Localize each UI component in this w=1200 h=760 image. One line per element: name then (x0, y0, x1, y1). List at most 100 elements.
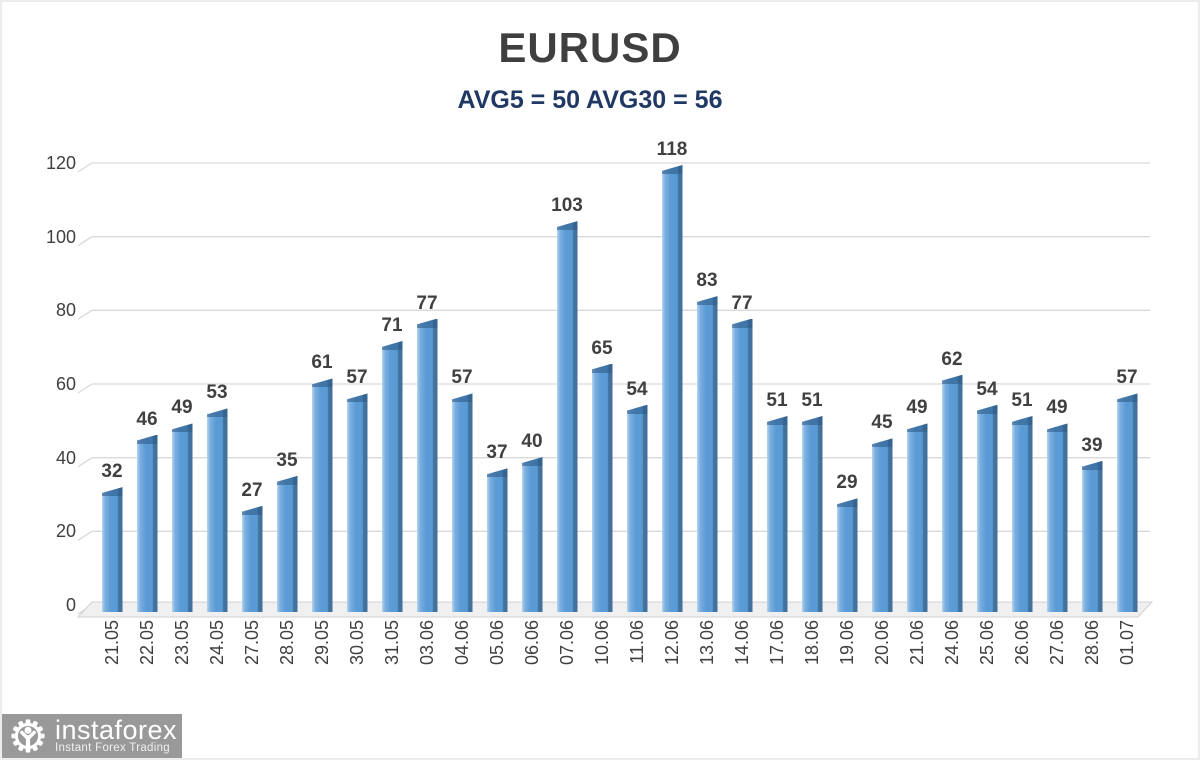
bar-value-label: 62 (941, 348, 963, 370)
bar-top-bevel (871, 438, 893, 448)
bar-30.05 (346, 393, 368, 612)
x-axis-category-label: 21.05 (102, 620, 122, 666)
bar-top-bevel (976, 404, 998, 414)
bar-value-label: 51 (801, 389, 823, 411)
bar-22.05 (136, 434, 158, 612)
x-axis-category-label: 27.06 (1047, 620, 1067, 666)
bar-value-label: 27 (241, 479, 263, 501)
bar-11.06 (626, 404, 648, 612)
x-axis-category-label: 27.05 (242, 620, 262, 666)
bar-top-bevel (1116, 393, 1138, 403)
bar-top-bevel (241, 505, 263, 515)
bar-top-bevel (906, 423, 928, 433)
x-axis-category-label: 19.06 (837, 620, 857, 666)
bar-10.06 (591, 363, 613, 612)
bar-top-bevel (941, 374, 963, 384)
x-axis-category-label: 23.05 (172, 620, 192, 666)
x-axis-category-label: 30.05 (347, 620, 367, 666)
y-axis-tick-label: 60 (55, 374, 76, 394)
bar-value-label: 35 (276, 449, 298, 471)
x-axis-category-label: 21.06 (907, 620, 927, 666)
bar-top-bevel (801, 415, 823, 425)
bar-top-bevel (311, 378, 333, 388)
bar-value-label: 77 (731, 292, 753, 314)
brand-name: instaforex (55, 714, 178, 745)
gridline (77, 309, 1150, 320)
gridline (77, 383, 1150, 394)
bar-value-label: 103 (551, 195, 583, 217)
gridline (77, 457, 1150, 468)
bar-value-label: 54 (976, 378, 998, 400)
x-axis-category-label: 29.05 (312, 620, 332, 666)
bar-top-bevel (171, 423, 193, 433)
bar-23.05 (171, 423, 193, 612)
bar-value-label: 45 (871, 412, 893, 434)
bar-value-label: 65 (591, 337, 613, 359)
bar-03.06 (416, 318, 438, 612)
bar-29.05 (311, 378, 333, 612)
bar-18.06 (801, 415, 823, 612)
bar-top-bevel (836, 498, 858, 508)
bar-24.05 (206, 408, 228, 612)
bar-top-bevel (276, 475, 298, 485)
bar-top-bevel (626, 404, 648, 414)
chart-title: EURUSD (498, 24, 682, 71)
bar-top-bevel (1011, 415, 1033, 425)
bar-28.06 (1081, 460, 1103, 612)
x-axis-category-label: 24.06 (942, 620, 962, 666)
bar-value-label: 83 (696, 270, 718, 292)
bar-value-label: 71 (381, 315, 403, 337)
x-axis-category-label: 14.06 (732, 620, 752, 666)
bar-value-label: 29 (836, 472, 858, 494)
bar-12.06 (661, 164, 683, 612)
bar-top-bevel (521, 457, 543, 467)
instaforex-watermark: instaforex Instant Forex Trading (2, 714, 182, 758)
bar-27.06 (1046, 423, 1068, 612)
x-axis-category-label: 12.06 (662, 620, 682, 666)
x-axis-category-label: 28.05 (277, 620, 297, 666)
bar-01.07 (1116, 393, 1138, 612)
bar-top-bevel (766, 415, 788, 425)
y-axis-tick-label: 40 (55, 447, 76, 468)
bar-14.06 (731, 318, 753, 612)
chart-subtitle: AVG5 = 50 AVG30 = 56 (457, 86, 723, 114)
bar-24.06 (941, 374, 963, 612)
bar-value-label: 51 (1011, 389, 1033, 411)
bar-value-label: 118 (656, 138, 688, 160)
bar-27.05 (241, 505, 263, 612)
bar-31.05 (381, 341, 403, 612)
bar-17.06 (766, 415, 788, 612)
instaforex-gear-logo-icon (11, 719, 45, 753)
x-axis-category-label: 06.06 (522, 620, 542, 666)
y-axis-tick-label: 120 (45, 153, 76, 173)
bar-21.06 (906, 423, 928, 612)
bar-top-bevel (556, 221, 578, 231)
bar-value-label: 57 (451, 367, 473, 389)
bar-06.06 (521, 457, 543, 612)
bar-19.06 (836, 498, 858, 612)
bar-value-label: 40 (521, 431, 543, 453)
bar-top-bevel (136, 434, 158, 444)
gridline (77, 530, 1150, 541)
bar-value-label: 57 (346, 367, 368, 389)
x-axis-category-label: 07.06 (557, 620, 577, 666)
bar-value-label: 53 (206, 382, 228, 404)
bar-20.06 (871, 438, 893, 612)
gridline (77, 162, 1150, 173)
bar-top-bevel (381, 341, 403, 351)
bar-05.06 (486, 468, 508, 612)
x-axis-category-label: 18.06 (802, 620, 822, 666)
bar-top-bevel (486, 468, 508, 478)
bar-top-bevel (1046, 423, 1068, 433)
bar-value-label: 51 (766, 389, 788, 411)
bar-13.06 (696, 296, 718, 612)
bar-top-bevel (591, 363, 613, 373)
x-axis-category-label: 13.06 (697, 620, 717, 666)
x-axis-category-label: 17.06 (767, 620, 787, 666)
x-axis-category-label: 05.06 (487, 620, 507, 666)
x-axis-category-label: 22.05 (137, 620, 157, 666)
y-axis-tick-label: 20 (55, 521, 76, 542)
x-axis-category-label: 26.06 (1012, 620, 1032, 666)
bar-top-bevel (101, 487, 123, 497)
